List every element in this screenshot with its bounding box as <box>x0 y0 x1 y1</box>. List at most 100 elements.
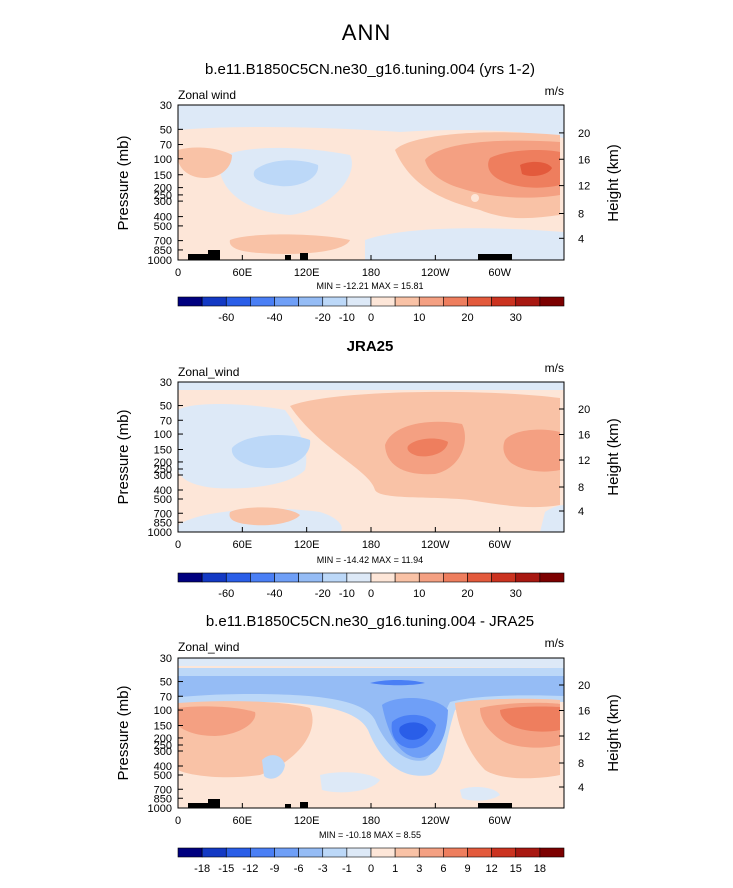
colorbar-swatch <box>443 847 468 858</box>
height-tick: 20 <box>559 680 590 692</box>
pressure-tick: 700 <box>154 508 183 520</box>
longitude-tick: 60W <box>488 527 512 551</box>
panel-3-longitude-axis: 0 60E 120E 180 120W 60W <box>175 803 512 827</box>
colorbar-swatch <box>346 847 372 858</box>
longitude-tick: 180 <box>362 803 380 827</box>
svg-text:180: 180 <box>362 815 380 827</box>
panel-2-colorbar <box>177 572 565 583</box>
colorbar-label: -3 <box>318 863 328 875</box>
pressure-tick: 100 <box>154 154 183 166</box>
colorbar-swatch <box>515 572 541 583</box>
svg-text:850: 850 <box>154 517 172 529</box>
svg-text:8: 8 <box>578 482 584 494</box>
svg-text:400: 400 <box>154 761 172 773</box>
colorbar-swatch <box>322 847 348 858</box>
colorbar-label: 18 <box>534 863 546 875</box>
pressure-tick: 50 <box>160 677 183 689</box>
panel-3-title: b.e11.B1850C5CN.ne30_g16.tuning.004 - JR… <box>206 613 534 630</box>
panel-3-topography <box>188 799 512 808</box>
pressure-tick: 150 <box>154 721 183 733</box>
colorbar-swatch <box>443 296 468 307</box>
pressure-tick: 300 <box>154 746 183 758</box>
colorbar-swatch <box>298 296 324 307</box>
svg-text:60E: 60E <box>233 267 253 279</box>
colorbar-label: 3 <box>416 863 422 875</box>
svg-text:850: 850 <box>154 245 172 257</box>
panel-2-stats: MIN = -14.42 MAX = 11.94 <box>317 555 423 565</box>
colorbar-swatch <box>177 572 203 583</box>
svg-text:1000: 1000 <box>148 255 172 267</box>
colorbar-swatch <box>370 847 396 858</box>
svg-text:50: 50 <box>160 677 172 689</box>
colorbar-label: 30 <box>510 312 522 324</box>
pressure-tick: 70 <box>160 691 183 703</box>
svg-text:150: 150 <box>154 445 172 457</box>
colorbar-swatch <box>201 847 227 858</box>
panel-3-variable-label: Zonal_wind <box>178 640 239 654</box>
colorbar-label: 10 <box>413 312 425 324</box>
height-tick: 12 <box>559 455 590 467</box>
svg-text:250: 250 <box>154 190 172 202</box>
colorbar-swatch <box>322 296 348 307</box>
svg-text:30: 30 <box>160 100 172 112</box>
panel-1-variable-label: Zonal wind <box>178 88 236 102</box>
panel-1-topography <box>188 250 512 260</box>
svg-text:120W: 120W <box>421 815 450 827</box>
pressure-tick: 150 <box>154 445 183 457</box>
panel-3-stats: MIN = -10.18 MAX = 8.55 <box>319 830 421 840</box>
height-tick: 4 <box>559 506 584 518</box>
colorbar-swatch <box>467 296 492 307</box>
panel-1-height-axis: 20 16 12 8 4 <box>559 128 590 245</box>
pressure-tick: 150 <box>154 170 183 182</box>
longitude-tick: 180 <box>362 255 380 279</box>
pressure-tick: 500 <box>154 494 183 506</box>
main-title: ANN <box>341 20 392 45</box>
svg-text:150: 150 <box>154 721 172 733</box>
height-tick: 20 <box>559 128 590 140</box>
pressure-tick: 100 <box>154 705 183 717</box>
svg-text:300: 300 <box>154 470 172 482</box>
svg-text:1000: 1000 <box>148 803 172 815</box>
colorbar-swatch <box>298 847 324 858</box>
pressure-tick: 1000 <box>148 255 183 267</box>
svg-text:60W: 60W <box>488 539 511 551</box>
svg-text:4: 4 <box>578 506 584 518</box>
svg-text:850: 850 <box>154 793 172 805</box>
colorbar-swatch <box>539 296 565 307</box>
pressure-tick: 1000 <box>148 803 183 815</box>
colorbar-label: 6 <box>440 863 446 875</box>
longitude-tick: 60W <box>488 803 512 827</box>
colorbar-swatch <box>491 296 517 307</box>
colorbar-label: 0 <box>368 588 374 600</box>
colorbar-swatch <box>274 847 299 858</box>
pressure-tick: 400 <box>154 761 183 773</box>
panel-2-title: JRA25 <box>347 338 394 355</box>
colorbar-swatch <box>225 572 251 583</box>
svg-text:0: 0 <box>175 815 181 827</box>
longitude-tick: 120W <box>421 255 450 279</box>
panel-3-colorbar-labels: -18 -15 -12 -9 -6 -3 -1 0 1 3 6 9 12 15 18 <box>194 863 546 875</box>
colorbar-label: 0 <box>368 863 374 875</box>
svg-text:12: 12 <box>578 731 590 743</box>
panel-1-stats: MIN = -12.21 MAX = 15.81 <box>316 281 423 291</box>
colorbar-swatch <box>539 572 565 583</box>
svg-text:20: 20 <box>578 680 590 692</box>
longitude-tick: 0 <box>175 255 181 279</box>
colorbar-swatch <box>515 847 541 858</box>
svg-text:20: 20 <box>578 404 590 416</box>
svg-text:8: 8 <box>578 209 584 221</box>
colorbar-label: -18 <box>194 863 210 875</box>
svg-text:8: 8 <box>578 758 584 770</box>
svg-text:400: 400 <box>154 485 172 497</box>
colorbar-swatch <box>418 572 444 583</box>
height-tick: 16 <box>559 154 590 166</box>
svg-text:250: 250 <box>154 464 172 476</box>
colorbar-swatch <box>539 847 565 858</box>
panel-2-longitude-axis: 0 60E 120E 180 120W 60W <box>175 527 512 551</box>
panel-1-title: b.e11.B1850C5CN.ne30_g16.tuning.004 (yrs… <box>205 61 535 78</box>
longitude-tick: 120E <box>294 255 320 279</box>
svg-text:0: 0 <box>175 539 181 551</box>
svg-text:4: 4 <box>578 782 584 794</box>
svg-text:100: 100 <box>154 705 172 717</box>
